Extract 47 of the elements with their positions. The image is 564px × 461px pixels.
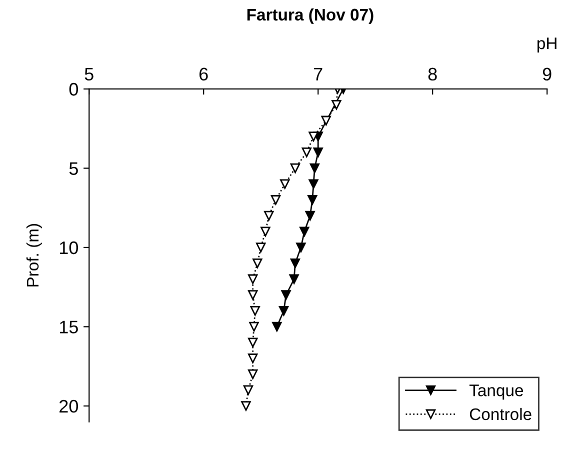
point — [248, 274, 258, 284]
point — [308, 195, 318, 205]
point — [249, 322, 259, 332]
point — [321, 116, 331, 126]
point — [248, 290, 258, 300]
point — [256, 242, 266, 252]
legend-label: Controle — [470, 408, 532, 420]
point — [305, 210, 315, 221]
point — [272, 322, 282, 332]
legend-label: Tanque — [469, 384, 524, 400]
point — [289, 274, 299, 284]
point — [264, 210, 274, 221]
point — [296, 242, 306, 252]
point — [290, 163, 300, 174]
point — [308, 179, 318, 189]
point — [250, 306, 260, 316]
point — [313, 148, 323, 158]
point — [252, 258, 262, 268]
point — [248, 338, 258, 348]
point — [243, 385, 254, 395]
y-tick-label: 15 — [60, 320, 78, 334]
x-tick-label: 6 — [200, 68, 208, 81]
x-tick-label: 8 — [428, 68, 437, 81]
x-tick-label: 9 — [542, 68, 552, 81]
point — [281, 290, 291, 300]
point — [308, 132, 318, 142]
point — [332, 100, 342, 110]
point — [260, 226, 270, 236]
y-tick-label: 0 — [69, 82, 78, 96]
x-tick-label: 7 — [314, 68, 322, 80]
point — [241, 401, 251, 411]
point — [302, 148, 312, 158]
chart-title: Fartura (Nov 07) — [247, 8, 374, 24]
point — [278, 306, 289, 316]
point — [310, 163, 320, 174]
x-tick-label: 5 — [84, 68, 94, 81]
point — [248, 369, 258, 380]
point — [290, 258, 300, 268]
point — [248, 354, 258, 364]
y-axis-title: Prof. (m) — [26, 224, 42, 286]
y-tick-label: 5 — [69, 162, 78, 175]
point — [299, 226, 310, 236]
y-tick-label: 10 — [60, 241, 78, 254]
y-tick-label: 20 — [60, 400, 78, 413]
point — [270, 195, 281, 205]
x-axis-title: pH — [538, 38, 556, 52]
point — [280, 179, 290, 189]
